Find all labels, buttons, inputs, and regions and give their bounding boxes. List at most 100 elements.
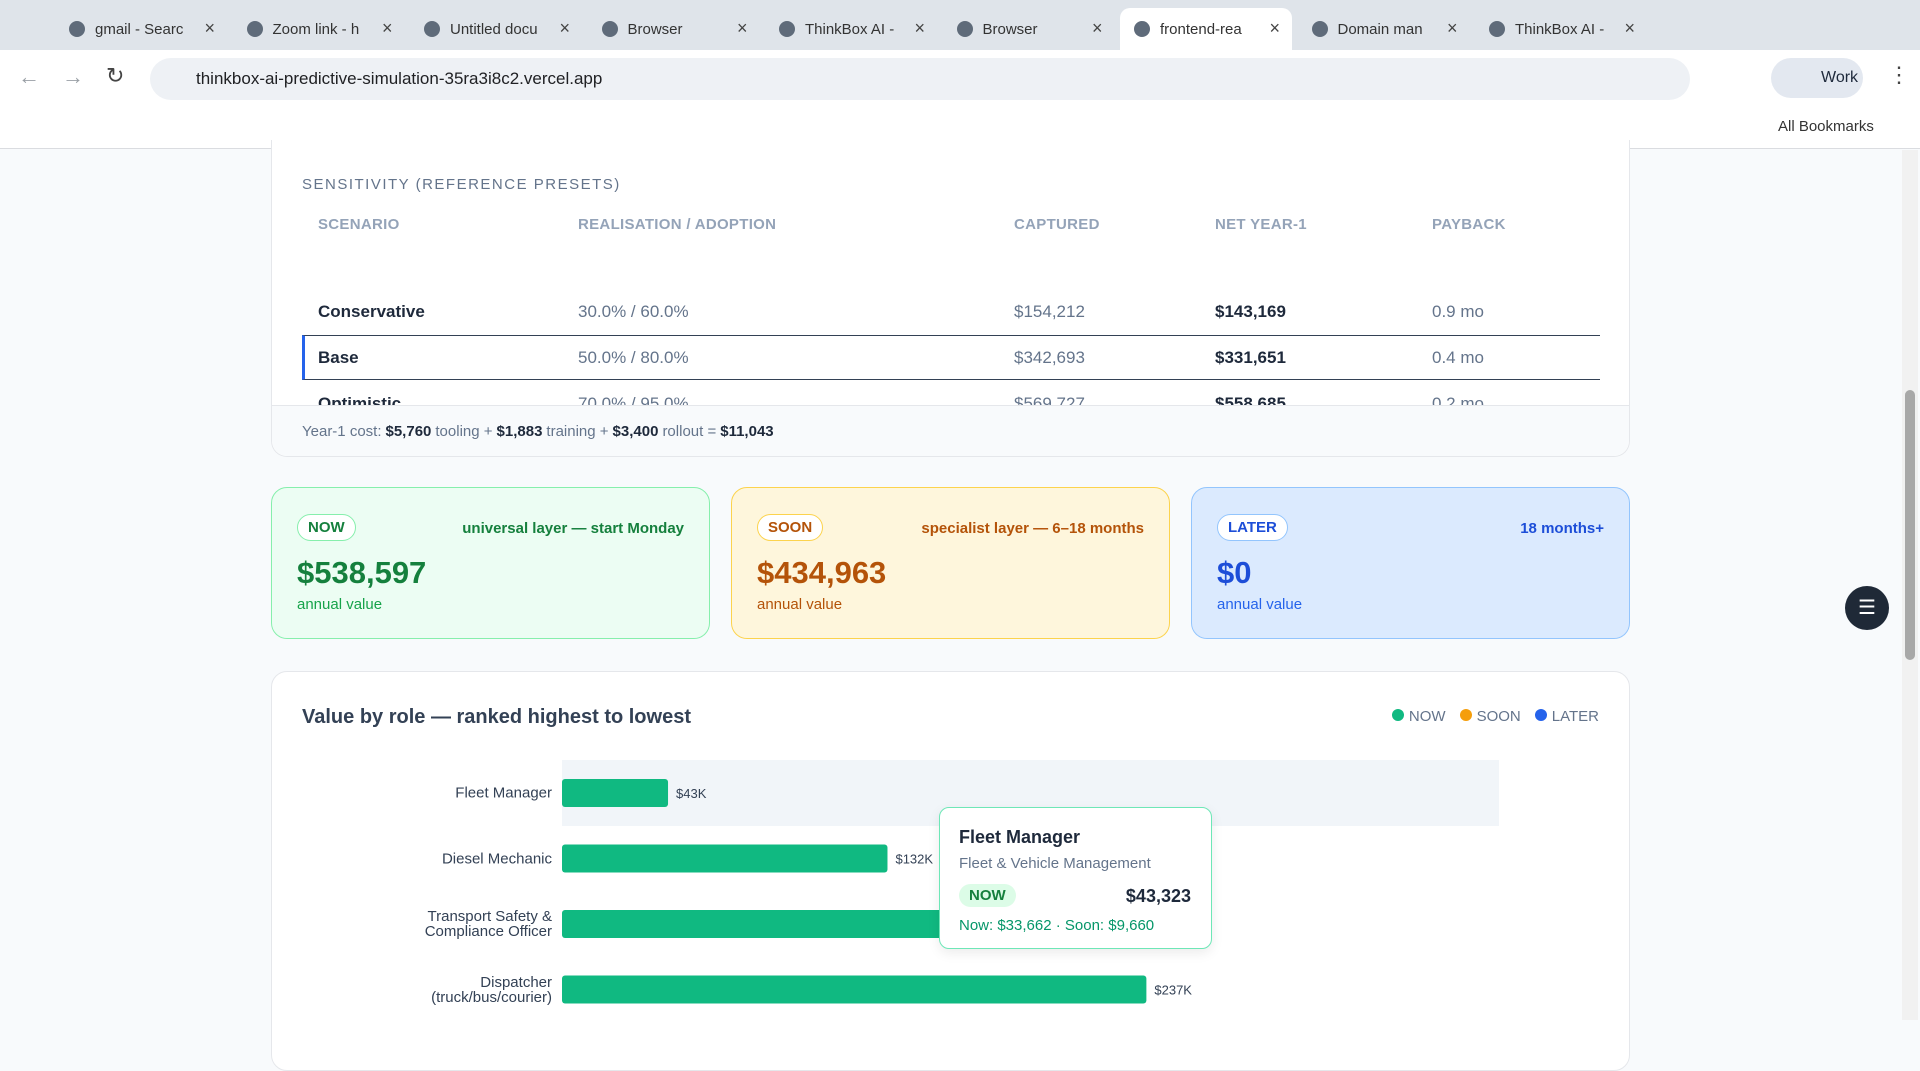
- phase-tag: NOW: [297, 514, 356, 541]
- tab-close[interactable]: ×: [381, 18, 393, 38]
- tab-close[interactable]: ×: [1446, 18, 1458, 38]
- all-bookmarks[interactable]: All Bookmarks: [1778, 118, 1874, 135]
- tab-title: Browser: [982, 21, 1038, 38]
- column-header: PAYBACK: [1432, 216, 1506, 233]
- phase-caption: annual value: [757, 596, 843, 613]
- tab[interactable]: Browser ×: [943, 8, 1115, 50]
- legend-label: SOON: [1476, 708, 1521, 725]
- category-label: Dispatcher (truck/bus/courier): [431, 973, 552, 1006]
- tab[interactable]: gmail - Searc ×: [55, 8, 227, 50]
- address-bar[interactable]: thinkbox-ai-predictive-simulation-35ra3i…: [150, 58, 1690, 100]
- cost-part: training +: [546, 423, 609, 440]
- phase-caption: annual value: [1217, 596, 1303, 613]
- column-header: CAPTURED: [1014, 216, 1100, 233]
- phase-caption: annual value: [297, 596, 383, 613]
- tooltip: Fleet Manager Fleet & Vehicle Management…: [939, 807, 1212, 949]
- tab-icon: [1489, 21, 1505, 37]
- phase-card: SOON specialist layer — 6–18 months $434,9…: [731, 487, 1170, 639]
- reload-button[interactable]: ↻: [106, 63, 125, 88]
- tab-icon: [424, 21, 440, 37]
- tooltip-subtitle: Fleet & Vehicle Management: [959, 855, 1151, 872]
- table-cell: Base: [318, 348, 359, 367]
- tab-close[interactable]: ×: [914, 18, 925, 38]
- tab-close[interactable]: ×: [204, 18, 215, 38]
- tab-title: gmail - Searc: [95, 21, 184, 38]
- phase-value: $0: [1217, 555, 1252, 590]
- tab-icon: [779, 21, 795, 37]
- cost-part: $11,043: [720, 423, 774, 440]
- column-header: SCENARIO: [318, 216, 400, 233]
- phase-tag: SOON: [757, 514, 824, 541]
- tooltip-value: $43,323: [1125, 886, 1191, 906]
- cost-part: tooling +: [435, 423, 493, 440]
- category-label: Fleet Manager: [455, 784, 552, 802]
- tab-strip: gmail - Searc × Zoom link - h × Untitled doc…: [0, 0, 1920, 50]
- phase-value: $434,963: [757, 555, 887, 590]
- legend-label: NOW: [1408, 708, 1446, 725]
- tooltip-title: Fleet Manager: [959, 827, 1081, 847]
- scroll-thumb[interactable]: [1905, 390, 1915, 660]
- tab[interactable]: ThinkBox AI - ×: [1475, 8, 1647, 50]
- legend-item: NOW: [1391, 708, 1446, 725]
- bar: [562, 910, 1056, 938]
- legend-label: LATER: [1551, 708, 1599, 725]
- cost-part: $1,883: [496, 423, 543, 440]
- tab-icon: [1134, 21, 1150, 37]
- legend-swatch: [1459, 709, 1472, 721]
- tooltip-tag: NOW: [959, 884, 1016, 907]
- value-label: $237K: [1154, 983, 1192, 998]
- scrollbar[interactable]: [1902, 150, 1918, 1020]
- phase-tag: LATER: [1217, 514, 1288, 541]
- forward-button[interactable]: →: [62, 64, 84, 89]
- tab-icon: [601, 21, 618, 37]
- legend-swatch: [1534, 709, 1547, 721]
- cost-summary: Year-1 cost: $5,760 tooling + $1,883 trainin…: [272, 405, 1629, 456]
- table-cell: 50.0% / 80.0%: [578, 348, 689, 367]
- tab-icon: [69, 21, 85, 37]
- legend-item: LATER: [1534, 708, 1599, 725]
- table-cell: $154,212: [1014, 302, 1085, 321]
- category-label: Diesel Mechanic: [441, 850, 552, 867]
- profile-chip[interactable]: Work: [1771, 58, 1863, 98]
- tab[interactable]: Domain man ×: [1298, 8, 1470, 50]
- legend-swatch: [1391, 709, 1404, 721]
- tab[interactable]: Untitled docu ×: [410, 8, 582, 50]
- table-cell: 30.0% / 60.0%: [578, 302, 689, 321]
- phase-note: universal layer — start Monday: [462, 520, 684, 537]
- table-cell: $331,651: [1215, 348, 1286, 367]
- legend-item: SOON: [1459, 708, 1521, 725]
- tab[interactable]: Zoom link - h ×: [233, 8, 405, 50]
- bar: [562, 975, 1147, 1004]
- phase-card: NOW universal layer — start Monday $538,59…: [271, 487, 710, 639]
- tooltip-detail: Now: $33,662 · Soon: $9,660: [959, 917, 1155, 934]
- tab-close[interactable]: ×: [736, 18, 748, 38]
- tab[interactable]: frontend-rea ×: [1120, 8, 1292, 50]
- bar: [562, 779, 669, 807]
- tab-title: Browser: [627, 21, 683, 38]
- tab-close[interactable]: ×: [1624, 18, 1635, 38]
- tab[interactable]: Browser ×: [588, 8, 760, 50]
- tab[interactable]: ThinkBox AI - ×: [765, 8, 937, 50]
- value-label: $43K: [676, 786, 707, 801]
- sensitivity-card: SENSITIVITY (REFERENCE PRESETS) SCENARIO…: [271, 140, 1630, 457]
- menu-button[interactable]: ⋮: [1888, 62, 1910, 87]
- phase-note: specialist layer — 6–18 months: [921, 520, 1144, 537]
- tab-close[interactable]: ×: [1091, 18, 1103, 38]
- cost-part: Year-1 cost:: [302, 423, 382, 440]
- tab-title: ThinkBox AI -: [1515, 21, 1605, 38]
- category-label: Transport Safety & Compliance Officer: [424, 908, 552, 940]
- tab-title: Domain man: [1337, 21, 1423, 38]
- table-cell: 0.4 mo: [1432, 348, 1484, 367]
- tab-close[interactable]: ×: [559, 18, 570, 38]
- tab-title: ThinkBox AI -: [805, 21, 895, 38]
- tab-icon: [956, 21, 973, 37]
- floating-button[interactable]: ☰: [1845, 586, 1889, 630]
- bar-layer: $43K $132K $237K: [562, 779, 1192, 1004]
- tab-close[interactable]: ×: [1269, 18, 1280, 38]
- tab-icon: [1311, 21, 1328, 37]
- bar: [562, 844, 888, 873]
- back-button[interactable]: ←: [18, 64, 40, 89]
- legend: NOW SOON LATER: [1391, 708, 1599, 725]
- chart-card: Value by role — ranked highest to lowest…: [271, 671, 1630, 1071]
- cost-part: $5,760: [385, 423, 432, 440]
